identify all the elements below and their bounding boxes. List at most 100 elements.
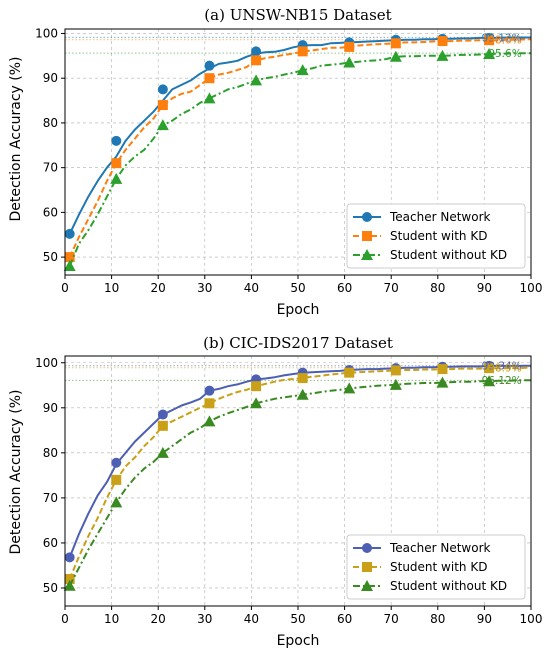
data-point [64, 252, 75, 263]
legend-label: Student with KD [390, 560, 487, 574]
data-point [251, 55, 262, 66]
data-point [344, 41, 355, 52]
data-point [204, 73, 215, 84]
legend-marker-circle [362, 212, 372, 222]
data-point [390, 365, 401, 376]
x-tick-label: 10 [104, 281, 119, 295]
legend: Teacher Network Student with KD Student … [346, 203, 526, 269]
data-point [483, 375, 496, 387]
data-point [343, 56, 356, 68]
chart-title: (b) CIC-IDS2017 Dataset [203, 334, 393, 352]
data-point [389, 378, 402, 390]
series-1 [64, 363, 531, 584]
data-point [250, 397, 263, 409]
x-tick-label: 70 [384, 612, 399, 626]
annotation-label: 99.34% [482, 361, 522, 373]
legend-label: Student without KD [390, 579, 507, 593]
x-tick-label: 100 [520, 612, 543, 626]
data-point [389, 50, 402, 62]
legend-label: Student with KD [390, 229, 487, 243]
data-point [111, 135, 122, 146]
legend-item-student-no-kd: Student without KD [353, 579, 507, 593]
data-point [344, 367, 355, 378]
data-point [483, 48, 496, 60]
data-point [390, 38, 401, 49]
legend-item-teacher: Teacher Network [353, 541, 491, 555]
y-tick-label: 70 [43, 491, 58, 505]
legend-frame [346, 534, 526, 600]
y-tick-label: 90 [43, 401, 58, 415]
annotation-label: 98.9% [488, 363, 521, 375]
legend-marker-triangle [361, 249, 373, 260]
data-point [111, 457, 122, 468]
legend-marker-square [362, 562, 372, 572]
data-point [157, 84, 168, 95]
legend-frame [346, 203, 526, 269]
data-point [204, 385, 215, 396]
legend-marker-triangle [361, 580, 373, 591]
annotation-label: 98.6% [488, 35, 521, 47]
y-tick-label: 90 [43, 71, 58, 85]
x-tick-label: 50 [290, 612, 305, 626]
data-point [64, 228, 75, 239]
data-point [157, 409, 168, 420]
x-tick-label: 50 [290, 281, 305, 295]
chart-title: (a) UNSW-NB15 Dataset [204, 6, 391, 24]
x-axis-label: Epoch [277, 302, 320, 318]
y-tick-label: 50 [43, 250, 58, 264]
data-point [437, 364, 448, 375]
data-point [64, 573, 75, 584]
x-tick-label: 60 [337, 612, 352, 626]
x-tick-label: 40 [244, 281, 259, 295]
x-tick-label: 60 [337, 281, 352, 295]
series-line [68, 38, 531, 258]
x-tick-label: 40 [244, 612, 259, 626]
legend-item-student-kd: Student with KD [353, 560, 487, 574]
legend-item-student-no-kd: Student without KD [353, 248, 507, 262]
x-tick-label: 80 [430, 281, 445, 295]
y-tick-label: 60 [43, 205, 58, 219]
x-tick-label: 90 [477, 612, 492, 626]
data-point [343, 382, 356, 394]
legend-label: Teacher Network [389, 541, 491, 555]
y-tick-label: 100 [35, 356, 58, 370]
data-point [157, 100, 168, 111]
data-point [251, 381, 262, 392]
legend-label: Teacher Network [389, 210, 491, 224]
data-point [296, 388, 309, 400]
data-point [111, 158, 122, 169]
data-point [436, 49, 449, 61]
data-point [64, 552, 75, 563]
data-point [297, 46, 308, 57]
data-point [297, 373, 308, 384]
x-tick-label: 90 [477, 281, 492, 295]
series-line [68, 366, 531, 580]
series-1 [64, 35, 531, 263]
annotation-label: 95.6% [488, 48, 521, 60]
data-point [204, 398, 215, 409]
y-tick-label: 80 [43, 446, 58, 460]
data-point [436, 376, 449, 388]
y-tick-label: 60 [43, 536, 58, 550]
x-tick-label: 80 [430, 612, 445, 626]
data-point [63, 260, 76, 272]
x-tick-label: 10 [104, 612, 119, 626]
x-tick-label: 0 [61, 281, 69, 295]
data-point [110, 496, 123, 508]
data-point [251, 46, 262, 57]
data-point [296, 64, 309, 76]
y-tick-label: 100 [35, 26, 58, 40]
data-point [156, 119, 169, 131]
x-tick-label: 20 [151, 281, 166, 295]
y-axis-label: Detection Accuracy (%) [8, 56, 24, 221]
x-tick-label: 0 [61, 612, 69, 626]
x-tick-label: 70 [384, 281, 399, 295]
y-axis-label: Detection Accuracy (%) [8, 389, 24, 554]
legend-label: Student without KD [390, 248, 507, 262]
y-tick-label: 80 [43, 116, 58, 130]
chart-panel-b: (b) CIC-IDS2017 Dataset Detection Accura… [8, 334, 542, 649]
x-tick-label: 30 [197, 281, 212, 295]
data-point [63, 579, 76, 591]
data-point [156, 446, 169, 458]
